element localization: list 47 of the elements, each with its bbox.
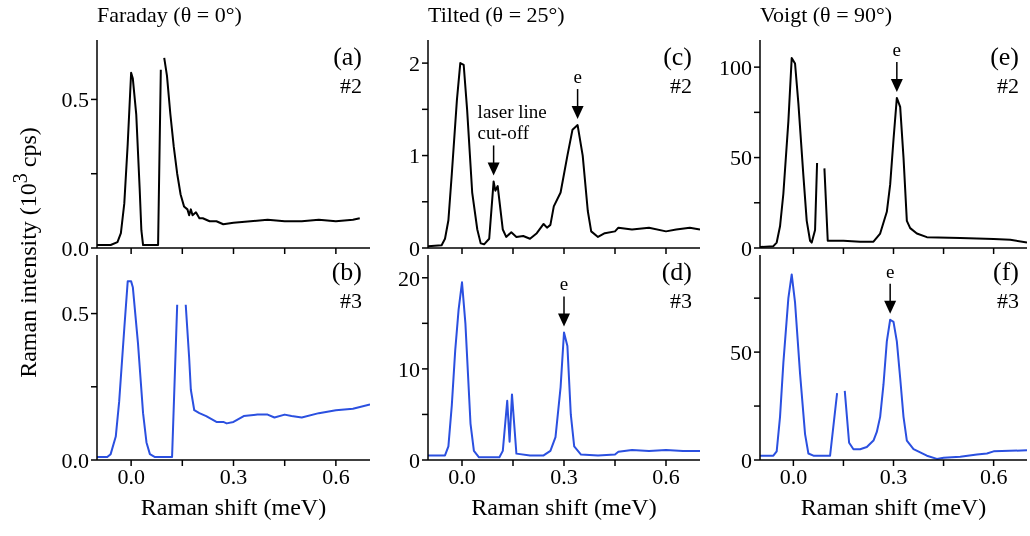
x-tick-label: 0.6 (652, 463, 680, 489)
y-tick-label: 50 (730, 145, 752, 171)
y-tick-label: 0 (409, 447, 420, 473)
y-tick-label: 0 (741, 235, 752, 261)
annotation: (d) (661, 257, 692, 287)
annotation: (c) (663, 42, 692, 72)
y-tick-label: 10 (398, 356, 420, 382)
x-axis-title: Raman shift (meV) (799, 494, 988, 521)
y-tick-label: 50 (730, 339, 752, 365)
annotation: #3 (996, 287, 1019, 315)
annotation: #3 (669, 287, 692, 315)
y-tick-label: 20 (398, 265, 420, 291)
annotation: (b) (331, 257, 362, 287)
x-tick-label: 0.3 (879, 463, 908, 489)
chart-title: Faraday (θ = 0°) (97, 2, 242, 28)
annotation: #3 (339, 287, 362, 315)
annotation: e (885, 260, 895, 282)
y-tick-label: 0.0 (61, 235, 89, 261)
y-tick-label: 2 (409, 50, 420, 76)
annotation: e (892, 38, 902, 60)
y-tick-label: 0.5 (61, 87, 89, 113)
annotation: (f) (993, 257, 1019, 287)
y-tick-label: 1 (409, 143, 420, 169)
annotation: laser line cut-off (477, 101, 547, 144)
x-axis-title: Raman shift (meV) (470, 494, 658, 521)
x-tick-label: 0.3 (219, 463, 248, 489)
y-tick-label: 100 (719, 54, 752, 80)
x-tick-label: 0.3 (550, 463, 578, 489)
y-tick-label: 0.5 (61, 301, 89, 327)
y-tick-label: 0 (741, 447, 752, 473)
annotation: #2 (669, 72, 692, 100)
annotation: e (559, 273, 569, 295)
chart-title: Voigt (θ = 90°) (760, 2, 893, 28)
annotation: #2 (996, 72, 1019, 100)
y-tick-label: 0.0 (61, 447, 89, 473)
x-tick-label: 0.0 (448, 463, 476, 489)
chart-title: Tilted (θ = 25°) (428, 2, 565, 28)
x-tick-label: 0.0 (117, 463, 145, 489)
x-tick-label: 0.6 (322, 463, 350, 489)
x-axis-title: Raman shift (meV) (139, 494, 328, 521)
x-tick-label: 0.6 (979, 463, 1008, 489)
annotation: #2 (339, 72, 362, 100)
y-tick-label: 0 (409, 235, 420, 261)
annotation: (a) (333, 42, 362, 72)
x-tick-label: 0.0 (779, 463, 808, 489)
annotation: (e) (990, 42, 1019, 72)
annotation: e (573, 66, 582, 88)
